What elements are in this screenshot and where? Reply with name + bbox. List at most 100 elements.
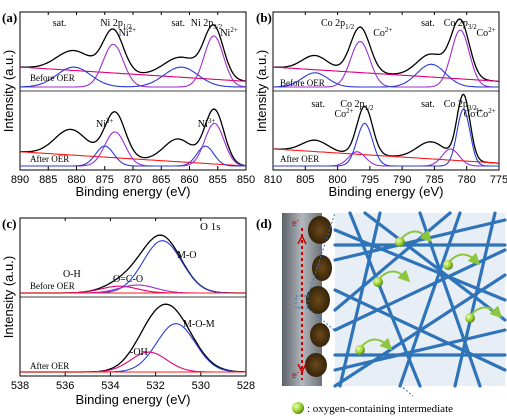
panel-d-caption: : oxygen-containing intermediate	[307, 403, 453, 415]
xps-curve	[273, 108, 499, 167]
peak-label: Co2+	[373, 26, 392, 39]
panel-c: (c) O 1s 538 536 534 532 530 528 Binding ener…	[1, 216, 255, 407]
panel-c-after-label: After OER	[30, 361, 69, 371]
xps-curve	[273, 93, 500, 164]
peak-label: Co 2p3/2	[444, 18, 478, 31]
x-tick-label: 780	[458, 174, 476, 186]
mesh-spheres	[355, 229, 503, 355]
panel-b-ylabel: Intensity (a.u.)	[254, 50, 269, 132]
x-tick-label: 860	[180, 174, 198, 186]
zoom-box	[295, 295, 309, 309]
peak-label: Co2+	[334, 107, 353, 120]
catalyst-blobs	[305, 216, 332, 377]
panel-a-curves	[19, 24, 247, 167]
peak-label: sat.	[421, 99, 435, 110]
electron-label-top: e-	[292, 216, 300, 229]
x-tick-label: 538	[11, 380, 29, 392]
peak-label: Co 2p1/2	[321, 18, 355, 31]
panel-b-xlabel: Binding energy (eV)	[329, 184, 444, 199]
x-tick-label: 536	[56, 380, 74, 392]
panel-c-curves	[20, 234, 247, 373]
nanofiber-rod	[363, 211, 507, 322]
x-tick-label: 532	[146, 380, 164, 392]
panel-b-after-label: After OER	[280, 154, 319, 164]
x-tick-label: 810	[264, 174, 282, 186]
x-tick-label: 875	[96, 174, 114, 186]
panel-c-label-oco: O=C-O	[113, 274, 143, 285]
xps-curve	[272, 18, 500, 82]
peak-label: Ni2+	[119, 26, 137, 39]
xps-curve	[272, 66, 500, 82]
x-tick-label: 805	[296, 174, 314, 186]
x-tick-label: 785	[425, 174, 443, 186]
xps-curve	[273, 29, 499, 88]
x-tick-label: 795	[361, 174, 379, 186]
panel-d: (d)	[256, 211, 507, 415]
peak-label: Ni 2p1/2	[100, 18, 132, 31]
catalyst-blob	[305, 353, 327, 377]
panel-c-title: O 1s	[200, 221, 220, 233]
nanofiber-rod	[338, 211, 382, 388]
xps-curve	[19, 66, 246, 88]
x-tick-label: 855	[209, 174, 227, 186]
x-tick-label: 790	[393, 174, 411, 186]
xps-curve	[20, 145, 246, 167]
panel-c-x-ticks: 538 536 534 532 530 528	[11, 218, 255, 392]
peak-label: sat.	[171, 18, 185, 29]
panel-a-before-label: Before OER	[30, 73, 75, 83]
panel-a-label: (a)	[2, 10, 17, 25]
peak-label: Ni3+	[198, 117, 216, 130]
nanofiber-rod	[333, 328, 507, 372]
panel-c-label-oh: O-H	[63, 269, 81, 280]
intermediate-sphere-icon	[373, 277, 383, 287]
nanofiber-rod	[333, 273, 507, 388]
intermediate-sphere-icon	[465, 313, 475, 323]
x-tick-label: 800	[328, 174, 346, 186]
intermediate-sphere-icon	[395, 237, 405, 247]
panel-c-xlabel: Binding energy (eV)	[76, 392, 191, 407]
panel-c-label: (c)	[2, 216, 16, 231]
panel-c-label-oh-after: -OH	[130, 347, 148, 358]
peak-label: Co3+	[464, 107, 483, 120]
zoom-line-top	[307, 212, 336, 297]
peak-label: Ni3+	[96, 117, 114, 130]
panel-c-label-mom: M-O-M	[183, 319, 215, 330]
xps-curve	[20, 24, 247, 82]
x-tick-label: 870	[124, 174, 142, 186]
x-tick-label: 528	[237, 380, 255, 392]
electron-arrow-up	[297, 234, 307, 245]
catalyst-blob	[310, 323, 330, 347]
panel-c-label-mo: M-O	[177, 250, 196, 261]
panel-b-x-ticks: 810 805 800 795 790 785 780 775	[264, 12, 507, 186]
panel-a-ylabel: Intensity (a.u.)	[1, 50, 16, 132]
x-tick-label: 880	[67, 174, 85, 186]
x-tick-label: 850	[237, 174, 255, 186]
x-tick-label: 885	[39, 174, 57, 186]
panel-a: (a) 890 885 880 875 870 865 860 855 850 Binding …	[1, 10, 255, 199]
peak-label: sat.	[421, 18, 435, 29]
intermediate-sphere-icon	[443, 260, 453, 270]
peak-label: Co 2p1/2	[340, 99, 374, 112]
panel-c-ylabel: Intensity (a.u.)	[1, 256, 16, 338]
peak-label: sat.	[311, 99, 325, 110]
nanofiber-rod	[333, 211, 452, 312]
catalyst-blob	[306, 286, 330, 314]
xps-curve	[272, 148, 500, 164]
panel-b-curves	[272, 18, 500, 167]
peak-label: Co2+	[477, 107, 496, 120]
peak-label: Ni 2p3/2	[191, 18, 223, 31]
peak-label: Co2+	[477, 26, 496, 39]
xps-curve	[19, 108, 247, 167]
panel-c-before-label: Before OER	[30, 281, 75, 291]
intermediate-sphere-icon	[355, 345, 365, 355]
panel-a-x-ticks: 890 885 880 875 870 865 860 855 850	[11, 12, 255, 186]
nanofiber-rod	[398, 211, 462, 388]
legend-sphere-icon	[292, 402, 304, 414]
mesh-rods	[333, 211, 507, 388]
peak-label: Ni2+	[220, 26, 238, 39]
panel-d-label: (d)	[256, 216, 272, 231]
catalyst-blob	[308, 216, 332, 244]
